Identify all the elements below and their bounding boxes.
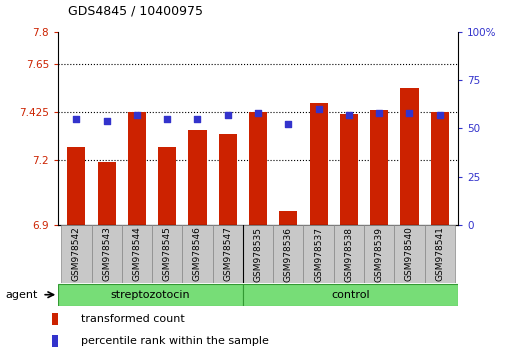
Bar xyxy=(399,87,418,225)
Bar xyxy=(52,335,58,347)
Point xyxy=(163,116,171,121)
Bar xyxy=(212,225,242,283)
Point xyxy=(314,106,322,112)
Text: GSM978546: GSM978546 xyxy=(192,227,201,281)
Text: GSM978544: GSM978544 xyxy=(132,227,141,281)
Bar xyxy=(182,225,212,283)
Bar xyxy=(52,313,58,325)
Bar xyxy=(188,131,206,225)
Text: GSM978535: GSM978535 xyxy=(253,227,262,281)
Point xyxy=(103,118,111,124)
Bar xyxy=(363,225,393,283)
Text: GSM978537: GSM978537 xyxy=(314,227,323,281)
Point xyxy=(435,112,443,118)
Bar xyxy=(58,284,242,306)
Text: agent: agent xyxy=(5,290,37,300)
Point xyxy=(72,116,80,121)
Text: GSM978541: GSM978541 xyxy=(434,227,443,281)
Text: GSM978542: GSM978542 xyxy=(72,227,81,281)
Point xyxy=(284,122,292,127)
Text: percentile rank within the sample: percentile rank within the sample xyxy=(81,336,268,346)
Point xyxy=(344,112,352,118)
Point xyxy=(133,112,141,118)
Bar xyxy=(273,225,303,283)
Bar xyxy=(67,147,85,225)
Point xyxy=(254,110,262,116)
Bar xyxy=(128,112,146,225)
Bar xyxy=(303,225,333,283)
Text: GDS4845 / 10400975: GDS4845 / 10400975 xyxy=(68,5,203,18)
Bar xyxy=(333,225,363,283)
Bar xyxy=(242,225,273,283)
Bar xyxy=(218,134,236,225)
Bar xyxy=(369,110,387,225)
Bar xyxy=(61,225,91,283)
Text: GSM978538: GSM978538 xyxy=(344,227,352,281)
Bar xyxy=(91,225,122,283)
Point xyxy=(374,110,382,116)
Bar xyxy=(430,112,448,225)
Point xyxy=(223,112,231,118)
Bar xyxy=(309,103,327,225)
Text: GSM978545: GSM978545 xyxy=(163,227,171,281)
Text: transformed count: transformed count xyxy=(81,314,184,324)
Bar xyxy=(152,225,182,283)
Point xyxy=(405,110,413,116)
Bar xyxy=(393,225,424,283)
Text: control: control xyxy=(330,290,369,300)
Bar xyxy=(248,112,267,225)
Bar xyxy=(242,284,457,306)
Bar xyxy=(424,225,454,283)
Bar xyxy=(158,147,176,225)
Bar xyxy=(97,161,116,225)
Text: GSM978543: GSM978543 xyxy=(102,227,111,281)
Text: GSM978540: GSM978540 xyxy=(404,227,413,281)
Text: GSM978547: GSM978547 xyxy=(223,227,232,281)
Text: GSM978536: GSM978536 xyxy=(283,227,292,281)
Text: GSM978539: GSM978539 xyxy=(374,227,383,281)
Bar xyxy=(279,211,297,225)
Point xyxy=(193,116,201,121)
Bar xyxy=(122,225,152,283)
Text: streptozotocin: streptozotocin xyxy=(111,290,190,300)
Bar xyxy=(339,114,358,225)
